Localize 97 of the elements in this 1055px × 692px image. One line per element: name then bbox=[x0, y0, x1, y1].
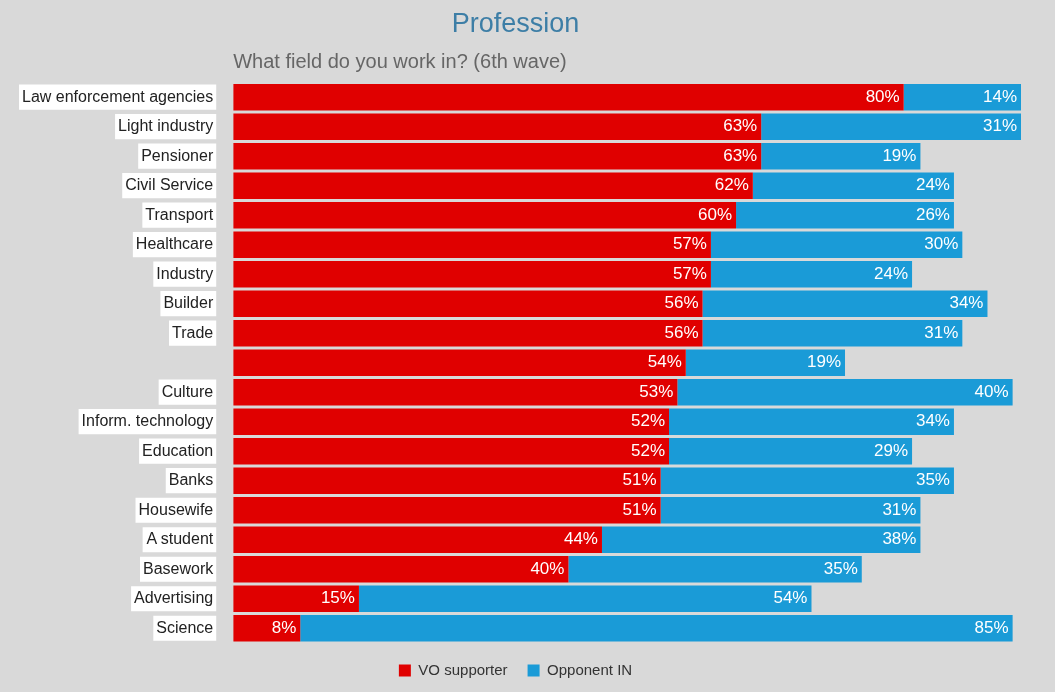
y-tick-label: Light industry bbox=[118, 117, 214, 135]
data-label: 38% bbox=[882, 529, 917, 549]
data-label: 31% bbox=[924, 322, 959, 342]
bar bbox=[710, 231, 963, 258]
data-label: 57% bbox=[672, 263, 707, 283]
y-tick-label: Civil Service bbox=[125, 176, 214, 194]
bar bbox=[903, 83, 1021, 111]
data-label: 35% bbox=[915, 470, 950, 490]
data-label: 24% bbox=[874, 263, 909, 283]
y-tick-label: Advertising bbox=[134, 589, 214, 607]
data-label: 30% bbox=[924, 234, 959, 254]
data-label: 52% bbox=[630, 411, 666, 431]
bar bbox=[736, 201, 954, 229]
data-label: 52% bbox=[630, 440, 666, 460]
bar bbox=[233, 319, 703, 347]
y-tick-label: Transport bbox=[145, 205, 214, 223]
bar bbox=[233, 526, 602, 554]
data-label: 14% bbox=[982, 86, 1017, 106]
y-tick-label: Housewife bbox=[138, 500, 214, 518]
y-tick-label: Law enforcement agencies bbox=[21, 87, 214, 105]
y-tick-label: Trade bbox=[172, 323, 214, 341]
chart-title: Profession bbox=[451, 7, 580, 38]
data-label: 63% bbox=[723, 145, 758, 165]
bar bbox=[660, 467, 954, 494]
data-label: 53% bbox=[639, 381, 674, 401]
bar bbox=[710, 260, 913, 288]
y-tick-label: Inform. technology bbox=[81, 412, 214, 430]
bar bbox=[669, 408, 954, 435]
bar bbox=[702, 290, 988, 317]
bar bbox=[685, 349, 846, 376]
bar bbox=[752, 172, 954, 199]
data-label: 24% bbox=[915, 175, 950, 195]
bar bbox=[358, 585, 812, 613]
data-label: 56% bbox=[664, 293, 699, 313]
bar bbox=[233, 142, 762, 170]
y-tick-label: Pensioner bbox=[141, 146, 214, 164]
y-tick-label: Education bbox=[142, 441, 214, 459]
bar bbox=[233, 83, 904, 111]
bar bbox=[233, 172, 753, 199]
data-label: 80% bbox=[865, 86, 900, 106]
bar bbox=[233, 467, 661, 494]
legend-label: Opponent IN bbox=[547, 660, 633, 678]
bar bbox=[233, 585, 359, 613]
y-tick-label: Basework bbox=[142, 559, 215, 577]
y-tick-label: Banks bbox=[168, 471, 214, 489]
data-label: 62% bbox=[714, 175, 749, 195]
data-label: 35% bbox=[823, 558, 858, 578]
data-label: 29% bbox=[874, 440, 909, 460]
bar bbox=[702, 319, 963, 347]
bar bbox=[233, 201, 737, 229]
bar bbox=[233, 408, 670, 435]
data-label: 40% bbox=[530, 558, 565, 578]
bar bbox=[233, 496, 661, 524]
bar bbox=[761, 113, 1021, 140]
bar bbox=[601, 526, 921, 554]
chart-subtitle: What field do you work in? (6th wave) bbox=[233, 49, 567, 72]
y-tick-label: Healthcare bbox=[135, 235, 214, 253]
legend-label: VO supporter bbox=[418, 660, 508, 678]
data-label: 63% bbox=[723, 116, 758, 136]
data-label: 51% bbox=[622, 499, 657, 519]
y-tick-label: Science bbox=[156, 618, 214, 636]
bar bbox=[233, 555, 569, 583]
data-label: 8% bbox=[271, 617, 297, 637]
bar bbox=[677, 378, 1013, 406]
data-label: 40% bbox=[974, 381, 1009, 401]
bar bbox=[660, 496, 921, 524]
bar bbox=[233, 349, 686, 376]
data-label: 34% bbox=[949, 293, 984, 313]
data-label: 57% bbox=[672, 234, 707, 254]
data-label: 34% bbox=[915, 411, 950, 431]
data-label: 60% bbox=[698, 204, 733, 224]
bar bbox=[669, 437, 913, 465]
y-tick-label: A student bbox=[146, 530, 214, 548]
data-label: 19% bbox=[806, 352, 842, 372]
bar bbox=[761, 142, 921, 170]
data-label: 19% bbox=[882, 145, 917, 165]
bar bbox=[233, 290, 703, 317]
data-label: 31% bbox=[882, 499, 917, 519]
bar bbox=[233, 260, 711, 288]
data-label: 51% bbox=[622, 470, 657, 490]
y-tick-label: Culture bbox=[161, 382, 214, 400]
data-label: 56% bbox=[664, 322, 699, 342]
bar bbox=[568, 555, 862, 583]
y-tick-label: Industry bbox=[156, 264, 214, 282]
bar bbox=[233, 113, 762, 140]
bar bbox=[233, 231, 711, 258]
data-label: 31% bbox=[982, 116, 1017, 136]
bar bbox=[233, 437, 670, 465]
data-label: 15% bbox=[320, 588, 355, 608]
data-label: 54% bbox=[773, 588, 808, 608]
bar bbox=[300, 614, 1013, 642]
data-label: 26% bbox=[915, 204, 950, 224]
data-label: 85% bbox=[974, 617, 1009, 637]
data-label: 54% bbox=[647, 352, 682, 372]
data-label: 44% bbox=[563, 529, 598, 549]
bar bbox=[233, 378, 678, 406]
y-tick-label: Builder bbox=[163, 294, 214, 312]
